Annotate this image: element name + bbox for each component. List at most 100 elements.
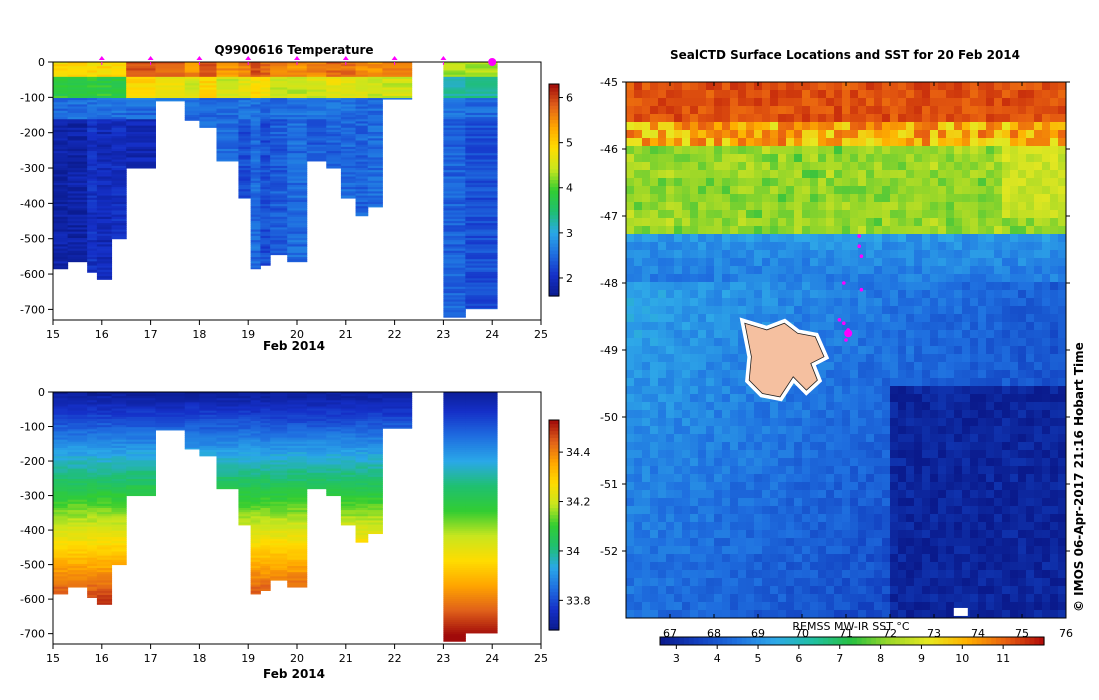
section-cell bbox=[111, 225, 127, 228]
sst-cell bbox=[730, 274, 739, 283]
section-cell bbox=[326, 449, 342, 453]
section-cell bbox=[367, 512, 383, 515]
section-cell bbox=[287, 404, 308, 407]
sst-cell bbox=[674, 106, 683, 115]
colorbar-swatch bbox=[549, 253, 559, 258]
section-cell bbox=[53, 518, 69, 521]
sst-cell bbox=[650, 274, 659, 283]
sst-cell bbox=[954, 154, 963, 163]
section-cell bbox=[53, 543, 69, 546]
section-cell bbox=[465, 295, 498, 298]
section-cell bbox=[238, 524, 252, 526]
section-cell bbox=[270, 161, 288, 165]
sst-cell bbox=[834, 178, 843, 187]
section-cell bbox=[465, 301, 498, 305]
sst-cell bbox=[642, 146, 651, 155]
section-cell bbox=[306, 460, 327, 463]
sst-cell bbox=[714, 146, 723, 155]
profile-column bbox=[67, 62, 88, 263]
section-cell bbox=[111, 102, 127, 105]
section-cell bbox=[306, 148, 327, 152]
section-cell bbox=[465, 81, 498, 84]
section-cell bbox=[443, 570, 466, 573]
sst-cell bbox=[698, 154, 707, 163]
section-cell bbox=[96, 233, 113, 237]
sst-cell bbox=[1034, 178, 1043, 187]
section-cell bbox=[355, 95, 369, 99]
section-cell bbox=[238, 398, 252, 401]
colorbar-swatch bbox=[549, 598, 559, 603]
section-cell bbox=[184, 112, 200, 116]
section-cell bbox=[53, 231, 69, 235]
section-cell bbox=[443, 599, 466, 602]
section-cell bbox=[270, 404, 288, 407]
section-cell bbox=[367, 157, 383, 161]
sst-cell bbox=[834, 90, 843, 99]
section-cell bbox=[367, 485, 383, 488]
section-cell bbox=[250, 481, 261, 484]
section-cell bbox=[355, 520, 369, 523]
section-cell bbox=[287, 464, 308, 468]
section-cell bbox=[53, 402, 69, 405]
section-cell bbox=[465, 536, 498, 540]
section-cell bbox=[260, 89, 271, 93]
section-cell bbox=[260, 87, 271, 91]
section-cell bbox=[87, 487, 98, 490]
sst-cell bbox=[1058, 170, 1066, 179]
section-cell bbox=[382, 78, 413, 82]
section-cell bbox=[111, 233, 127, 237]
section-cell bbox=[340, 410, 357, 414]
section-cell bbox=[326, 165, 342, 169]
section-cell bbox=[67, 121, 88, 124]
section-cell bbox=[367, 429, 383, 432]
colorbar-swatch bbox=[549, 430, 559, 435]
section-cell bbox=[184, 402, 200, 405]
section-cell bbox=[250, 454, 261, 457]
section-cell bbox=[238, 138, 252, 141]
section-cell bbox=[326, 148, 342, 152]
section-cell bbox=[250, 182, 261, 186]
sst-cell bbox=[698, 234, 707, 243]
section-cell bbox=[443, 221, 466, 224]
section-cell bbox=[287, 570, 308, 573]
section-cell bbox=[260, 392, 271, 395]
section-cell bbox=[270, 437, 288, 441]
section-cell bbox=[199, 102, 217, 105]
sst-cell bbox=[962, 218, 971, 227]
section-cell bbox=[238, 520, 252, 523]
section-cell bbox=[270, 468, 288, 472]
section-cell bbox=[443, 312, 466, 315]
sst-cell bbox=[818, 98, 827, 107]
section-cell bbox=[87, 536, 98, 540]
section-cell bbox=[287, 197, 308, 201]
section-cell bbox=[96, 108, 113, 112]
section-cell bbox=[340, 64, 357, 67]
sst-cell bbox=[1050, 114, 1059, 123]
section-cell bbox=[250, 408, 261, 412]
sst-cell bbox=[1010, 242, 1019, 251]
colorbar-swatch bbox=[549, 493, 559, 498]
section-cell bbox=[126, 476, 156, 480]
sst-cell bbox=[834, 106, 843, 115]
section-cell bbox=[184, 421, 200, 424]
sst-cell bbox=[986, 186, 995, 195]
section-cell bbox=[340, 172, 357, 175]
section-cell bbox=[465, 501, 498, 505]
sst-cell bbox=[762, 170, 771, 179]
section-cell bbox=[443, 193, 466, 197]
section-cell bbox=[238, 144, 252, 148]
section-cell bbox=[96, 250, 113, 254]
section-cell bbox=[87, 265, 98, 269]
sst-cell bbox=[1042, 98, 1051, 107]
sst-cell bbox=[954, 234, 963, 243]
sst-cell bbox=[866, 186, 875, 195]
sst-cell bbox=[1018, 98, 1027, 107]
sst-cell bbox=[778, 146, 787, 155]
section-cell bbox=[270, 229, 288, 233]
sst-cell bbox=[1050, 154, 1059, 163]
section-cell bbox=[111, 532, 127, 536]
section-cell bbox=[367, 85, 383, 88]
x-tick-label: 18 bbox=[192, 652, 206, 665]
section-cell bbox=[340, 112, 357, 116]
section-cell bbox=[67, 231, 88, 235]
